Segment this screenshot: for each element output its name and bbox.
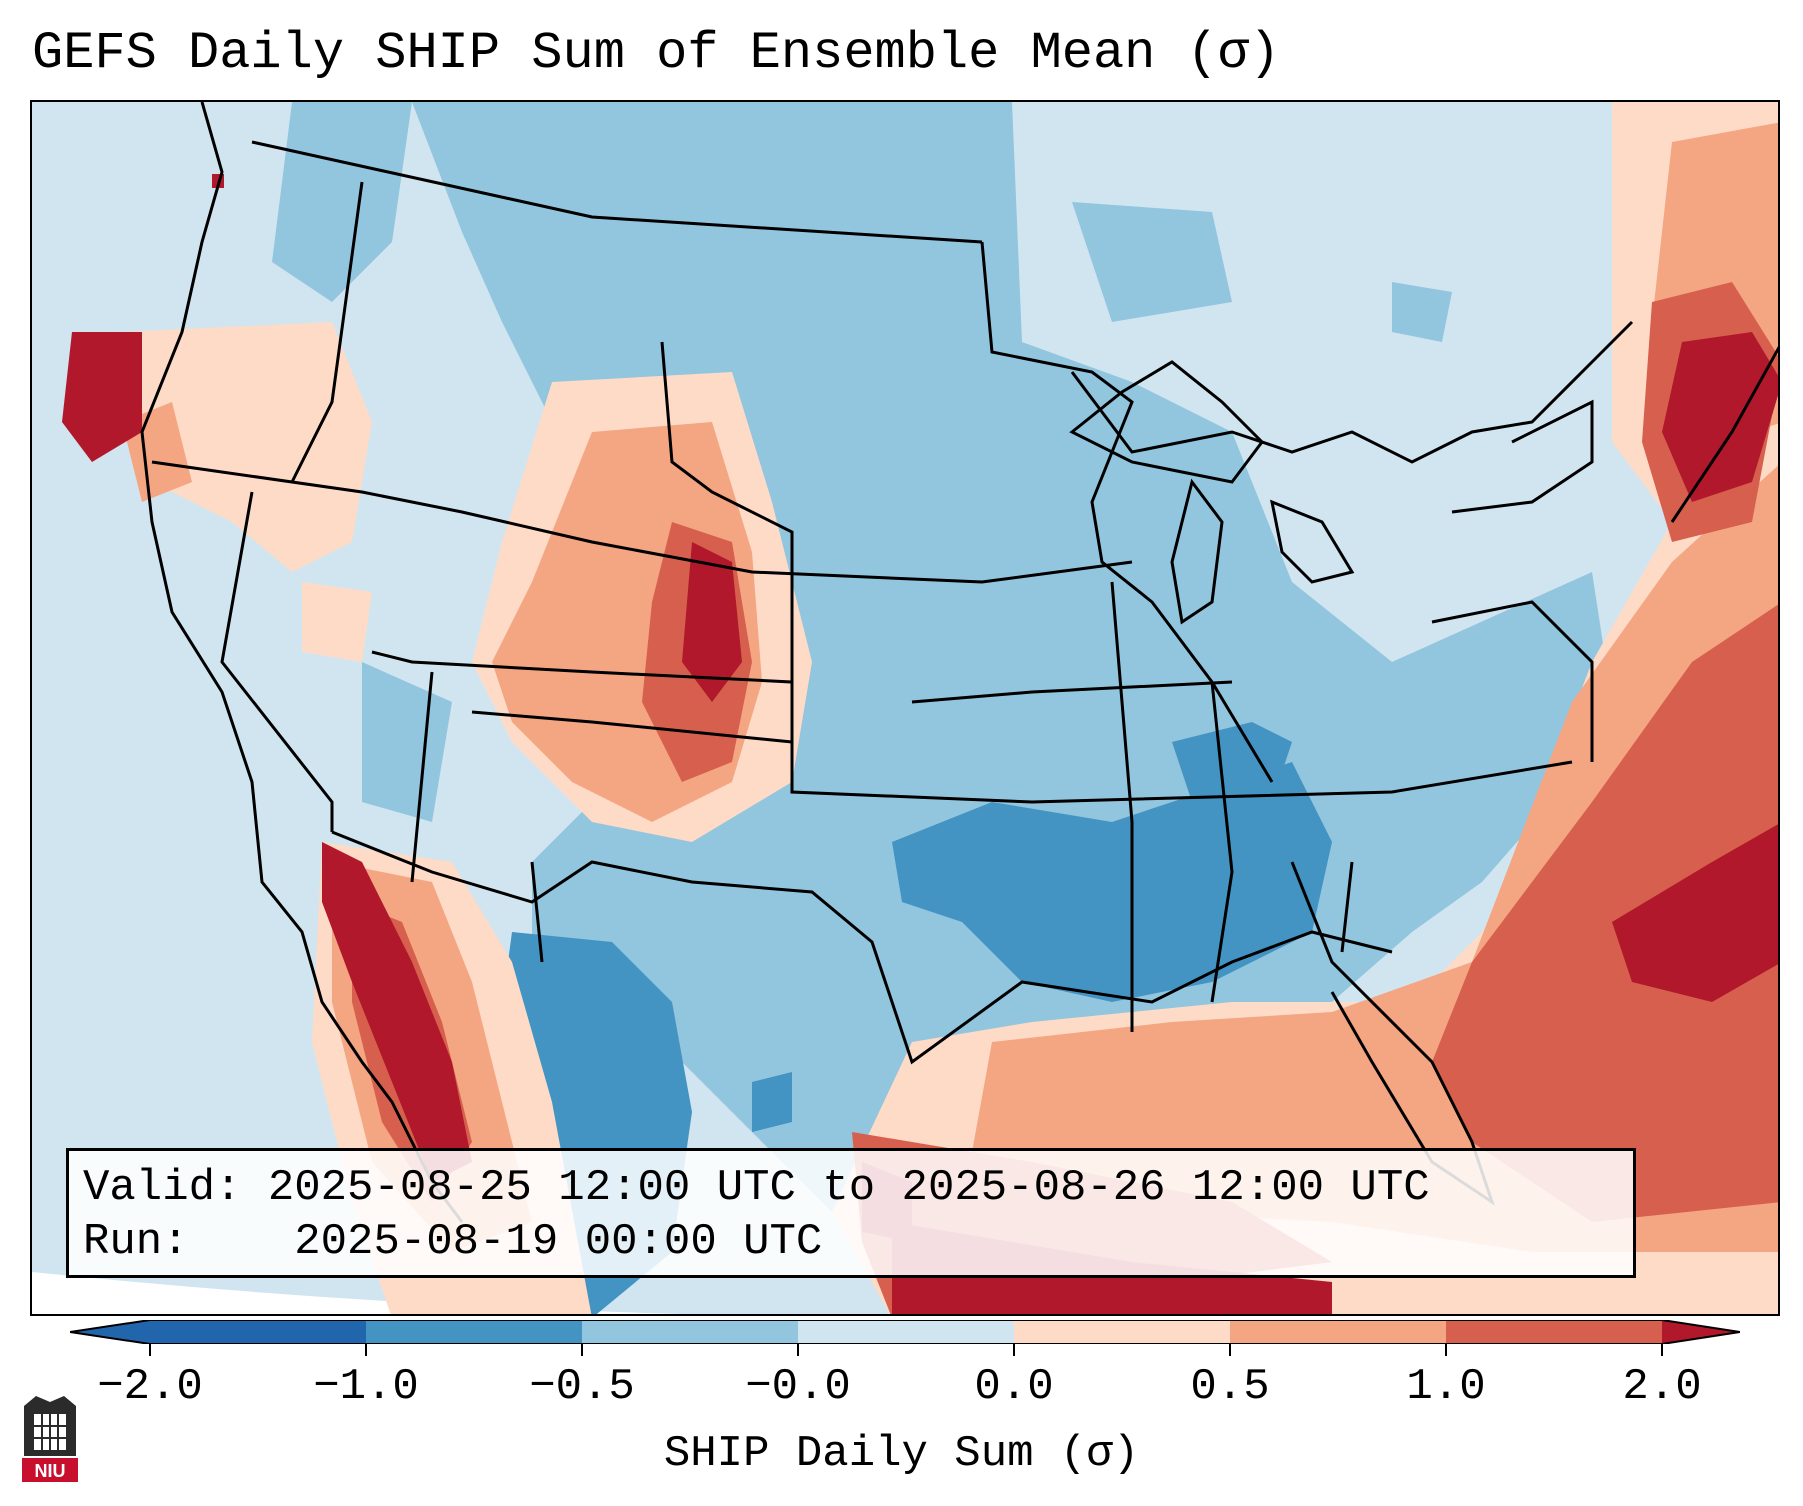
lake-outlines xyxy=(1069,360,1355,625)
colorbar-tick-label: −1.0 xyxy=(313,1362,419,1412)
colorbar-bin xyxy=(366,1320,582,1344)
niu-logo-text: NIU xyxy=(35,1461,66,1481)
colorbar-tick-mark xyxy=(581,1344,583,1356)
colorbar-tick-mark xyxy=(1013,1344,1015,1356)
colorbar-bin xyxy=(1014,1320,1230,1344)
colorbar-tick-mark xyxy=(365,1344,367,1356)
map-borders xyxy=(140,102,1778,1223)
colorbar-tick-mark xyxy=(1445,1344,1447,1356)
colorbar-tick-label: 2.0 xyxy=(1622,1362,1702,1412)
run-label: Run: xyxy=(83,1217,189,1267)
colorbar-tick-mark xyxy=(1661,1344,1663,1356)
valid-run-info-box: Valid: 2025-08-25 12:00 UTC to 2025-08-2… xyxy=(66,1148,1636,1278)
ship-map xyxy=(32,102,1778,1314)
valid-label: Valid: xyxy=(83,1163,242,1213)
run-value: 2025-08-19 00:00 UTC xyxy=(294,1217,823,1267)
colorbar xyxy=(70,1320,1740,1344)
colorbar-extend-high xyxy=(1662,1320,1740,1344)
colorbar-bin xyxy=(1446,1320,1662,1344)
niu-logo: NIU xyxy=(22,1396,78,1482)
colorbar-tick-label: 0.5 xyxy=(1190,1362,1270,1412)
colorbar-tick-mark xyxy=(149,1344,151,1356)
colorbar-tick-label: 0.0 xyxy=(974,1362,1054,1412)
colorbar-bin xyxy=(798,1320,1014,1344)
colorbar-tick-mark xyxy=(1229,1344,1231,1356)
colorbar-label: SHIP Daily Sum (σ) xyxy=(663,1429,1140,1479)
colorbar-extend-low xyxy=(70,1320,150,1344)
map-panel xyxy=(30,100,1780,1316)
colorbar-tick-label: −0.5 xyxy=(529,1362,635,1412)
valid-value: 2025-08-25 12:00 UTC to 2025-08-26 12:00… xyxy=(267,1163,1430,1213)
run-line: Run: 2025-08-19 00:00 UTC xyxy=(83,1215,1619,1269)
valid-line: Valid: 2025-08-25 12:00 UTC to 2025-08-2… xyxy=(83,1161,1619,1215)
colorbar-tick-mark xyxy=(797,1344,799,1356)
colorbar-bin xyxy=(150,1320,366,1344)
colorbar-bin xyxy=(1230,1320,1446,1344)
colorbar-bin xyxy=(582,1320,798,1344)
extreme-positive-regions xyxy=(62,174,1778,1314)
map-title: GEFS Daily SHIP Sum of Ensemble Mean (σ) xyxy=(32,24,1281,83)
colorbar-tick-label: 1.0 xyxy=(1406,1362,1486,1412)
colorbar-tick-label: −0.0 xyxy=(745,1362,851,1412)
colorbar-tick-label: −2.0 xyxy=(97,1362,203,1412)
